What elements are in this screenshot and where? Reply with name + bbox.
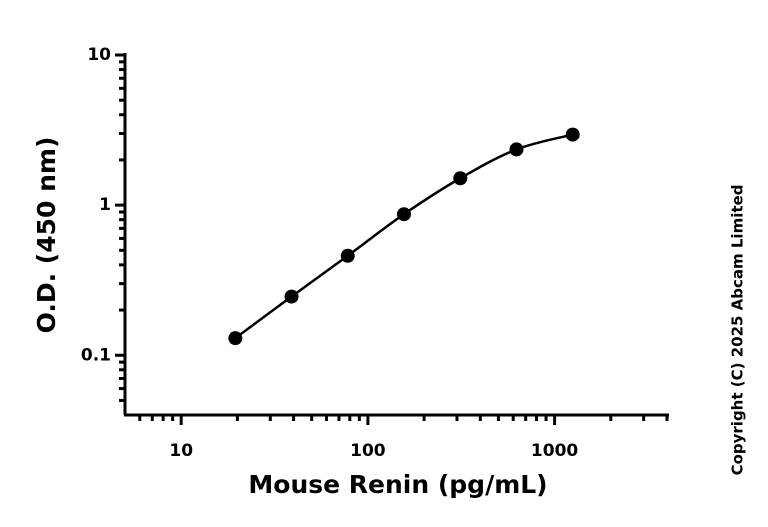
- data-point: [284, 289, 299, 304]
- y-axis-title: O.D. (450 nm): [32, 137, 61, 334]
- x-tick-label: 10: [169, 441, 193, 461]
- y-tick-label: 1: [99, 195, 111, 215]
- x-axis-title: Mouse Renin (pg/mL): [248, 470, 547, 499]
- data-point: [565, 127, 580, 142]
- data-point: [340, 248, 355, 263]
- y-tick-label: 0.1: [81, 345, 111, 365]
- data-point: [228, 331, 243, 346]
- copyright: Copyright (C) 2025 Abcam Limited: [729, 185, 747, 476]
- x-tick-label: 100: [350, 441, 386, 461]
- data-point: [509, 142, 524, 157]
- fit-curve: [234, 133, 574, 340]
- data-point: [453, 171, 468, 186]
- y-tick-label: 10: [87, 45, 111, 65]
- x-tick-label: 1000: [531, 441, 578, 461]
- data-point: [396, 207, 411, 222]
